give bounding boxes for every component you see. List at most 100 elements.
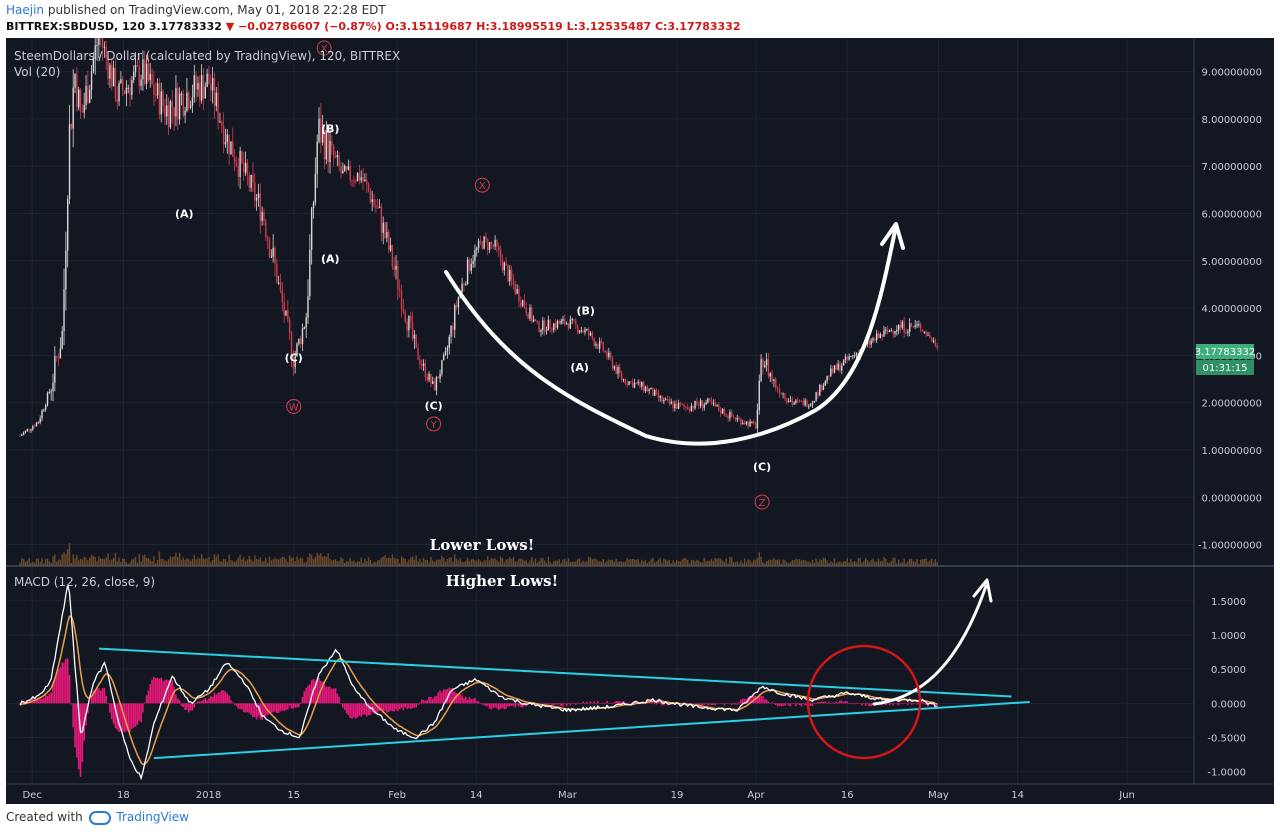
candle-body: [232, 141, 234, 157]
macd-histogram-bar: [261, 703, 263, 720]
volume-bar: [466, 557, 469, 566]
candle-body: [731, 411, 733, 417]
volume-bar: [791, 559, 793, 566]
volume-bar: [642, 561, 645, 566]
candle-body: [116, 98, 118, 102]
candle-body: [606, 351, 608, 358]
volume-bar: [652, 557, 654, 566]
candle-body: [615, 366, 617, 374]
macd-histogram-bar: [327, 686, 329, 704]
higher-lows-annotation: Higher Lows!: [446, 572, 558, 590]
macd-histogram-bar: [580, 703, 583, 705]
candle-body: [505, 262, 507, 266]
macd-histogram-bar: [844, 701, 847, 704]
tradingview-link[interactable]: TradingView: [116, 810, 189, 824]
wave-label: (A): [321, 252, 340, 265]
volume-bar: [61, 554, 63, 566]
macd-histogram-bar: [437, 692, 440, 704]
macd-histogram-bar: [318, 677, 320, 704]
volume-bar: [608, 559, 610, 566]
macd-histogram-bar: [457, 693, 460, 704]
macd-histogram-bar: [771, 702, 773, 704]
volume-bar: [633, 559, 636, 566]
macd-histogram-bar: [107, 703, 109, 704]
candle-body: [68, 124, 71, 200]
volume-bar: [509, 557, 511, 566]
candle-body: [762, 359, 764, 368]
chart-canvas[interactable]: (A)(C)W(B)X(A)(C)YX(B)(A)(C)Z 9.00000000…: [6, 38, 1274, 804]
macd-histogram-bar: [160, 677, 163, 704]
candle-body: [268, 239, 271, 257]
time-tick-label: 14: [1011, 790, 1024, 801]
candle-body: [545, 330, 548, 332]
macd-histogram-bar: [659, 702, 661, 704]
macd-histogram-bar: [549, 703, 551, 704]
volume-bar: [331, 560, 333, 566]
candle-body: [298, 338, 300, 344]
volume-bar: [487, 556, 489, 566]
candle-body: [347, 166, 350, 170]
candle-body: [257, 193, 260, 198]
volume-bar: [89, 557, 91, 566]
candle-body: [936, 345, 938, 349]
volume-bar: [120, 562, 122, 566]
volume-bar: [780, 563, 782, 566]
volume-bar: [24, 562, 27, 566]
candle-body: [870, 340, 872, 345]
macd-histogram-bar: [334, 688, 337, 704]
macd-histogram-bar: [776, 703, 779, 707]
volume-bar: [653, 562, 656, 566]
candle-body: [815, 392, 817, 401]
candle-body: [290, 333, 293, 359]
candle-body: [439, 373, 441, 379]
candle-body: [65, 250, 67, 290]
macd-histogram-bar: [151, 679, 153, 704]
candle-body: [281, 289, 284, 303]
macd-histogram-bar: [661, 703, 663, 706]
volume-bar: [855, 562, 858, 566]
volume-bar: [230, 560, 232, 566]
macd-histogram-bar: [712, 703, 715, 705]
macd-histogram-bar: [562, 703, 564, 707]
macd-histogram-bar: [110, 703, 113, 720]
macd-histogram-bar: [202, 699, 205, 704]
volume-bar: [571, 561, 573, 566]
volume-bar: [219, 561, 221, 566]
macd-histogram-bar: [209, 695, 212, 704]
candle-body: [795, 400, 797, 403]
macd-histogram-bar: [329, 686, 331, 704]
volume-bar: [206, 558, 208, 566]
candle-body: [514, 284, 516, 294]
macd-histogram-bar: [697, 703, 700, 706]
candle-body: [274, 247, 276, 264]
volume-bar: [388, 557, 390, 566]
macd-histogram-bar: [707, 703, 709, 706]
volume-bar: [575, 561, 577, 566]
volume-bar: [520, 558, 522, 566]
candle-body: [613, 366, 616, 369]
macd-histogram-bar: [365, 703, 368, 717]
candle-body: [349, 166, 351, 181]
macd-histogram-bar: [184, 703, 186, 711]
candle-body: [773, 379, 775, 381]
volume-bar: [846, 557, 849, 566]
candle-body: [586, 329, 588, 331]
volume-bar: [441, 555, 443, 566]
candle-body: [819, 384, 821, 396]
candle-body: [855, 352, 858, 356]
volume-bar: [285, 559, 287, 566]
macd-histogram-bar: [802, 703, 805, 704]
volume-bar: [243, 557, 245, 566]
macd-histogram-bar: [811, 703, 814, 707]
volume-bar: [432, 560, 434, 566]
volume-bar: [743, 558, 746, 566]
volume-bar: [635, 559, 638, 566]
candle-body: [182, 93, 184, 116]
macd-histogram-bar: [541, 703, 544, 704]
candle-body: [81, 111, 84, 113]
author-link[interactable]: Haejin: [6, 3, 45, 17]
macd-histogram-bar: [626, 702, 628, 704]
candle-body: [325, 130, 328, 160]
volume-bar: [246, 559, 249, 566]
candle-body: [650, 387, 652, 390]
